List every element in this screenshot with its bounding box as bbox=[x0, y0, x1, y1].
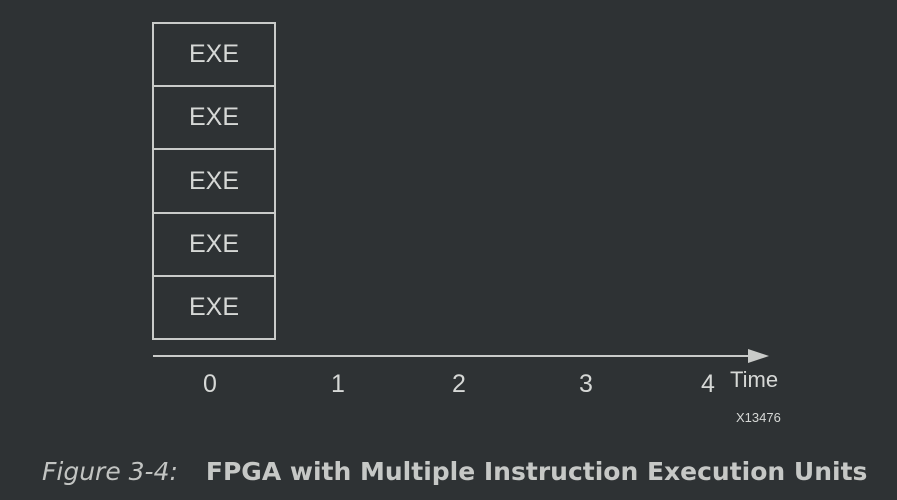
exe-unit-box: EXE bbox=[154, 150, 274, 214]
time-axis-arrowhead bbox=[748, 349, 769, 363]
execution-units-diagram: EXE EXE EXE EXE EXE 0 1 2 3 4 Time X1347… bbox=[152, 22, 781, 425]
figure-id-label: X13476 bbox=[736, 410, 781, 425]
exe-unit-box: EXE bbox=[154, 24, 274, 88]
exe-unit-box: EXE bbox=[154, 214, 274, 277]
time-tick-label: 2 bbox=[452, 370, 466, 398]
time-tick-label: 3 bbox=[579, 370, 593, 398]
exe-unit-stack: EXE EXE EXE EXE EXE bbox=[152, 22, 276, 340]
figure-title: FPGA with Multiple Instruction Execution… bbox=[205, 457, 868, 486]
figure-number: Figure 3-4: bbox=[42, 457, 178, 486]
time-tick-label: 1 bbox=[331, 370, 345, 398]
time-axis bbox=[153, 349, 769, 363]
exe-unit-box: EXE bbox=[188, 292, 240, 321]
figure-caption: Figure 3-4: FPGA with Multiple Instructio… bbox=[42, 457, 867, 486]
time-tick-label: 0 bbox=[203, 370, 217, 398]
time-tick-label: 4 bbox=[701, 370, 715, 398]
exe-unit-box: EXE bbox=[154, 87, 274, 151]
time-axis-title: Time bbox=[730, 367, 779, 392]
